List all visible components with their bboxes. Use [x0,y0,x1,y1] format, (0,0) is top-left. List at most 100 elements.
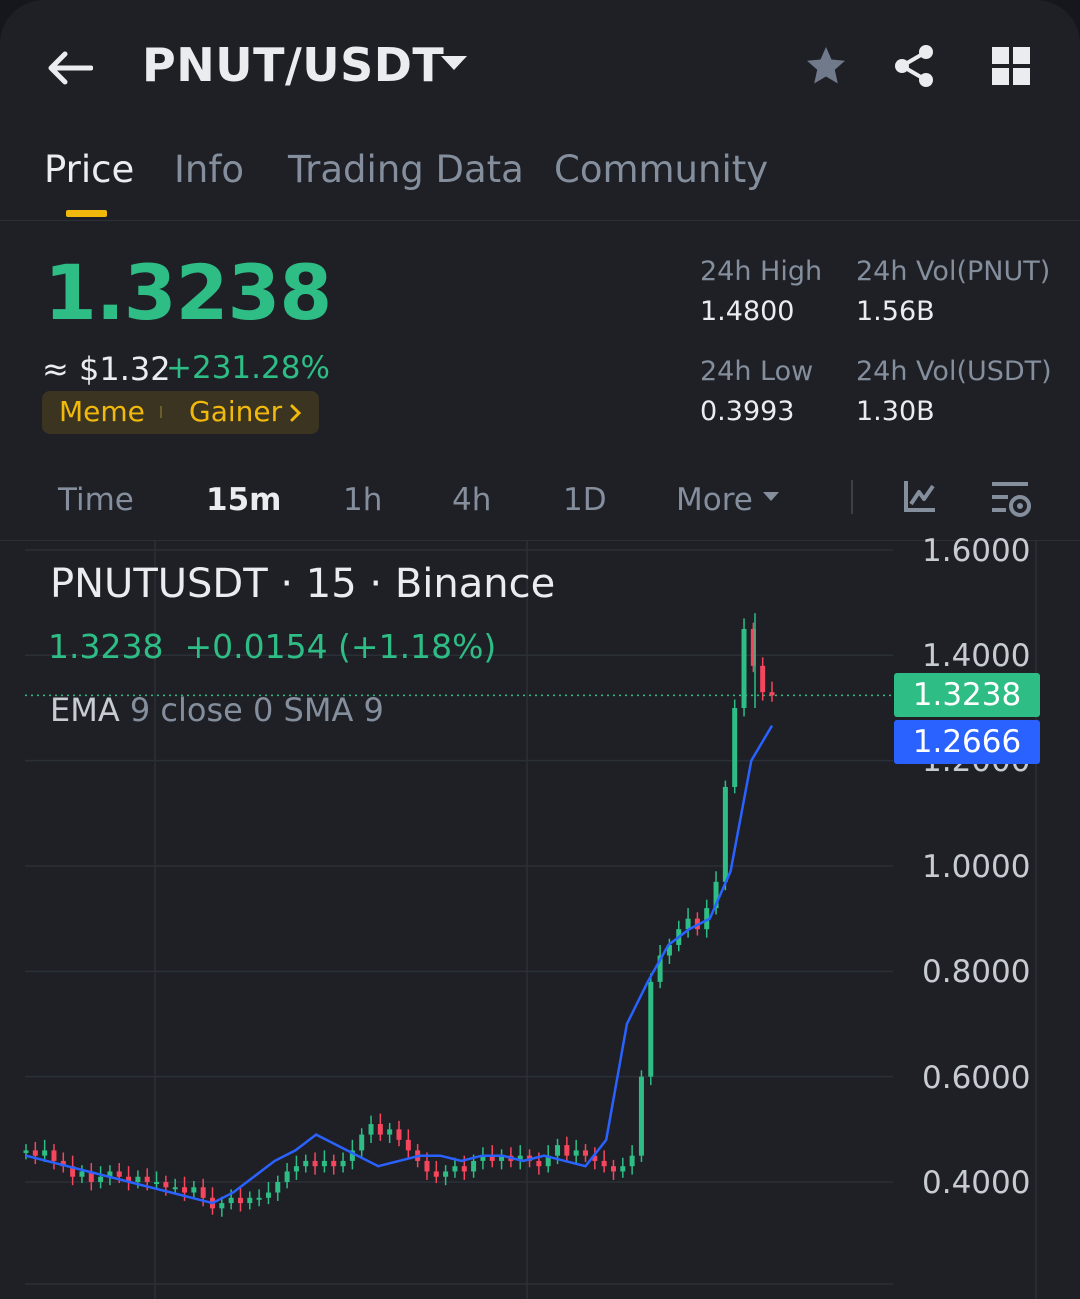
candle-body [340,1160,346,1167]
candle-body [685,918,691,930]
candle-body [23,1150,29,1154]
candle-body [70,1166,76,1177]
share-icon [895,45,933,87]
interval-more[interactable]: More [676,482,753,518]
candle-body [713,881,719,909]
usd-value: ≈ $1.32 [42,350,171,388]
indicator-button[interactable] [902,478,938,514]
vol-base-label: 24h Vol(PNUT) [856,256,1051,287]
candle-body [107,1171,113,1177]
favorite-button[interactable] [802,42,850,90]
high-value: 1.4800 [700,296,795,327]
candle-body [51,1150,57,1161]
candle-body [126,1176,132,1182]
tab-community[interactable]: Community [554,148,769,191]
tab-trading-data[interactable]: Trading Data [288,148,524,191]
candle-body [405,1139,411,1151]
share-button[interactable] [890,42,938,90]
candle-body [564,1145,570,1156]
candle-body [284,1171,290,1182]
candle-body [321,1160,327,1167]
interval-bar: Time 15m 1h 4h 1D More [0,470,1080,541]
candle-body [732,707,738,787]
chart-quote: 1.3238 +0.0154 (+1.18%) [48,627,496,666]
candle-body [32,1150,38,1156]
vol-quote-value: 1.30B [856,396,935,427]
interval-1h[interactable]: 1h [343,482,383,518]
candle-body [256,1197,262,1200]
candle-body [666,944,672,956]
candlestick-chart-svg[interactable] [0,541,1080,1299]
y-axis-label: 1.0000 [922,849,1031,885]
chart-quote-price: 1.3238 [48,627,164,666]
candle-body [629,1155,635,1167]
candle-body [60,1160,66,1167]
y-axis-label: 0.4000 [922,1165,1031,1201]
last-price: 1.3238 [44,248,332,337]
candle-body [387,1129,393,1135]
y-axis-label: 1.6000 [922,533,1031,569]
tag-gainer[interactable]: Gainer [189,395,283,428]
candle-body [722,786,728,882]
tab-info[interactable]: Info [174,148,245,191]
apps-button[interactable] [987,42,1035,90]
price-chart[interactable]: PNUTUSDT · 15 · Binance 1.3238 +0.0154 (… [0,533,1080,1299]
low-value: 0.3993 [700,396,795,427]
candle-body [303,1160,309,1167]
top-bar: PNUT/USDT [0,0,1080,130]
y-axis-label: 0.6000 [922,1060,1031,1096]
candle-body [135,1176,141,1182]
candle-body [228,1197,234,1204]
candle-body [237,1197,243,1204]
back-button[interactable] [44,42,96,94]
star-icon [807,47,845,84]
change-percent: +231.28% [166,350,330,386]
interval-15m[interactable]: 15m [206,482,282,518]
tag-divider [160,406,162,418]
high-label: 24h High [700,256,823,287]
chevron-right-icon [290,404,302,422]
candle-body [163,1182,169,1188]
vol-quote-label: 24h Vol(USDT) [856,356,1052,387]
tag-meme[interactable]: Meme [59,395,145,428]
candle-body [601,1160,607,1167]
candle-body [424,1160,430,1172]
chart-settings-icon [992,482,1031,517]
candle-body [648,981,654,1077]
pair-title[interactable]: PNUT/USDT [142,38,445,92]
candle-body [592,1155,598,1161]
interval-1d[interactable]: 1D [563,482,607,518]
candle-body [79,1171,85,1177]
more-caret-icon [763,492,779,501]
candle-body [172,1187,178,1190]
candle-body [247,1197,253,1204]
candle-body [275,1182,281,1193]
candle-body [657,955,663,982]
vol-base-value: 1.56B [856,296,935,327]
chart-quote-change: +0.0154 (+1.18%) [184,627,497,666]
indicator-legend[interactable]: EMA 9 close 0 SMA 9 [50,691,384,729]
low-label: 24h Low [700,356,814,387]
candle-body [443,1171,449,1177]
last-price-tag: 1.3238 [894,673,1040,717]
candle-body [583,1150,588,1156]
interval-4h[interactable]: 4h [452,482,492,518]
candle-body [471,1160,477,1172]
chevron-down-icon[interactable] [441,56,467,70]
interval-time[interactable]: Time [58,482,134,518]
candle-body [377,1124,383,1135]
chart-settings-button[interactable] [990,478,1032,520]
tag-chips[interactable]: Meme Gainer [42,391,319,434]
candle-body [200,1187,206,1198]
y-axis-label: 0.8000 [922,954,1031,990]
candle-body [555,1145,561,1156]
candle-body [452,1166,458,1172]
indicator-name: EMA [50,691,120,729]
candle-body [144,1176,150,1182]
tab-price[interactable]: Price [44,148,135,191]
candle-body [116,1171,122,1177]
candle-body [154,1182,160,1184]
candle-body [88,1171,94,1182]
candle-body [219,1203,225,1209]
